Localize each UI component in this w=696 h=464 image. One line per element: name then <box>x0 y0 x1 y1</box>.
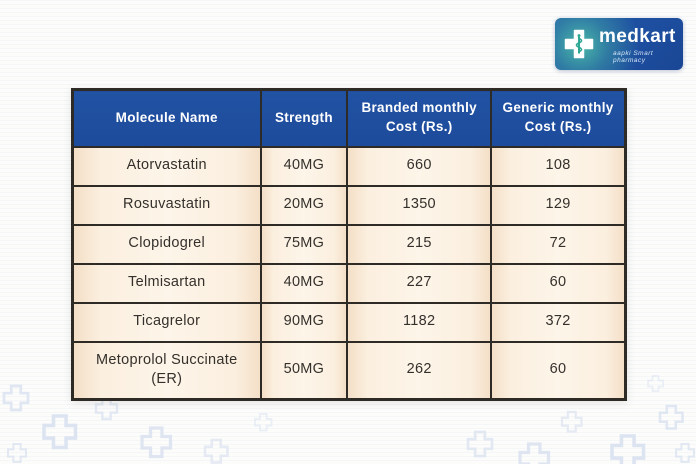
cell-generic-cost: 60 <box>490 262 627 304</box>
cell-branded-cost: 215 <box>346 223 493 265</box>
cell-molecule-name: Metoprolol Succinate (ER) <box>71 340 262 401</box>
table-row: Atorvastatin 40MG 660 108 <box>71 145 627 187</box>
cell-strength: 20MG <box>259 184 349 226</box>
cell-molecule-name: Telmisartan <box>71 262 262 304</box>
table-header-row: Molecule Name Strength Branded monthly C… <box>71 88 627 148</box>
table-row: Telmisartan 40MG 227 60 <box>71 262 627 304</box>
header-generic-cost: Generic monthly Cost (Rs.) <box>490 88 627 148</box>
cell-branded-cost: 1350 <box>346 184 493 226</box>
table-row: Ticagrelor 90MG 1182 372 <box>71 301 627 343</box>
price-comparison-table: Molecule Name Strength Branded monthly C… <box>71 88 627 401</box>
cell-generic-cost: 129 <box>490 184 627 226</box>
header-strength: Strength <box>259 88 349 148</box>
table-row: Metoprolol Succinate (ER) 50MG 262 60 <box>71 340 627 401</box>
cell-generic-cost: 372 <box>490 301 627 343</box>
cell-branded-cost: 660 <box>346 145 493 187</box>
table-body: Atorvastatin 40MG 660 108 Rosuvastatin 20MG 13… <box>71 145 627 401</box>
cell-strength: 40MG <box>259 262 349 304</box>
logo-text: medkart aapki Smart pharmacy <box>599 26 683 64</box>
brand-tagline: aapki Smart pharmacy <box>613 49 654 64</box>
brand-name: medkart <box>599 26 676 47</box>
cell-strength: 40MG <box>259 145 349 187</box>
header-molecule-name: Molecule Name <box>71 88 262 148</box>
cell-generic-cost: 72 <box>490 223 627 265</box>
table-row: Clopidogrel 75MG 215 72 <box>71 223 627 265</box>
table-row: Rosuvastatin 20MG 1350 129 <box>71 184 627 226</box>
medical-cross-icon <box>562 27 596 61</box>
cell-molecule-name: Atorvastatin <box>71 145 262 187</box>
cell-molecule-name: Rosuvastatin <box>71 184 262 226</box>
cell-strength: 50MG <box>259 340 349 401</box>
medkart-logo: medkart aapki Smart pharmacy <box>555 18 683 70</box>
cell-generic-cost: 60 <box>490 340 627 401</box>
cell-molecule-name: Ticagrelor <box>71 301 262 343</box>
cell-generic-cost: 108 <box>490 145 627 187</box>
header-branded-cost: Branded monthly Cost (Rs.) <box>346 88 493 148</box>
cell-molecule-name: Clopidogrel <box>71 223 262 265</box>
cell-strength: 75MG <box>259 223 349 265</box>
cell-branded-cost: 227 <box>346 262 493 304</box>
cell-strength: 90MG <box>259 301 349 343</box>
cell-branded-cost: 262 <box>346 340 493 401</box>
cell-branded-cost: 1182 <box>346 301 493 343</box>
